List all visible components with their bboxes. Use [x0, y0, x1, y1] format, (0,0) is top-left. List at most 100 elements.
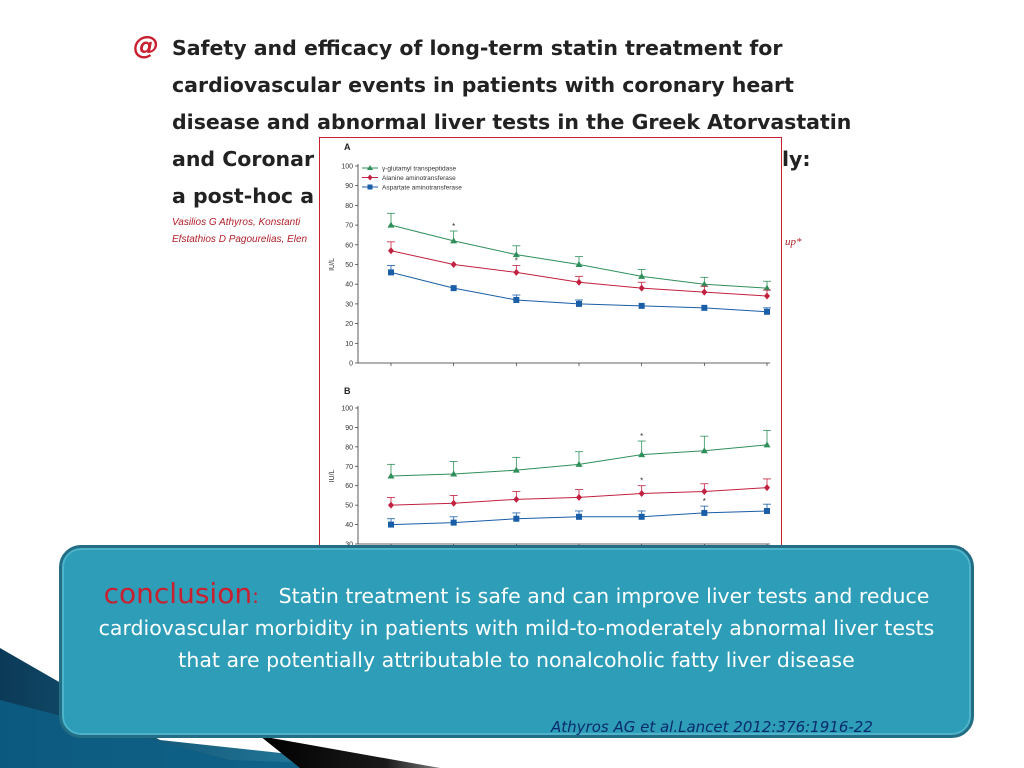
data-point — [764, 308, 770, 315]
data-point — [700, 280, 708, 287]
data-point — [764, 484, 770, 492]
data-point — [763, 284, 771, 291]
data-point — [450, 499, 457, 507]
y-tick-label: 50 — [345, 262, 353, 269]
y-axis-label: IU/L — [329, 469, 336, 482]
data-point — [638, 272, 646, 279]
y-tick-label: 20 — [345, 321, 353, 328]
title-line-1: Safety and efficacy of long-term statin … — [172, 36, 783, 60]
y-tick-label: 80 — [345, 203, 353, 210]
data-point — [576, 278, 582, 286]
stripe-black — [260, 736, 440, 768]
y-tick-label: 40 — [345, 522, 353, 529]
series-2: * — [387, 497, 771, 528]
significance-mark: * — [515, 256, 518, 265]
data-point — [700, 447, 708, 454]
y-tick-label: 60 — [345, 242, 353, 249]
series-0: * — [387, 429, 771, 479]
y-tick-label: 70 — [345, 464, 353, 471]
data-point — [638, 489, 645, 497]
data-point — [575, 261, 583, 267]
legend-marker — [367, 165, 373, 170]
y-tick-label: 80 — [345, 444, 353, 451]
title-line-4-head: and Coronar — [172, 147, 315, 171]
y-tick-label: 10 — [345, 341, 353, 348]
title-line-4-tail: ly: — [782, 147, 811, 171]
significance-mark: * — [640, 477, 643, 486]
data-point — [450, 261, 457, 268]
title-line-4: and Coronar ly: — [172, 141, 852, 178]
lancet-logo: @ — [133, 31, 159, 61]
stripe-mid — [0, 700, 440, 768]
data-point — [513, 296, 520, 303]
article-authors: Vasilios G Athyros, Konstanti Efstathios… — [172, 214, 812, 248]
title-line-5: a post-hoc a — [172, 184, 315, 208]
panel-label: B — [344, 386, 351, 396]
figure-svg: A 0 10 20 30 40 50 60 70 80 90 100 IU/L * * γ-glutamyl … — [329, 142, 771, 549]
significance-mark: * — [452, 222, 455, 231]
legend-label: Alanine aminotransferase — [382, 175, 456, 182]
data-point — [450, 470, 458, 477]
y-tick-label: 70 — [345, 223, 353, 230]
data-point — [701, 304, 708, 311]
data-point — [763, 441, 771, 448]
chart-legend: γ-glutamyl transpeptidase Alanine aminotr… — [362, 165, 462, 192]
y-tick-label: 50 — [345, 503, 353, 510]
y-tick-label: 90 — [345, 425, 353, 432]
data-point — [450, 519, 457, 526]
legend-marker — [367, 184, 373, 190]
y-axis-label: IU/L — [329, 258, 336, 271]
title-line-3: disease and abnormal liver tests in the … — [172, 110, 852, 134]
y-tick-label: 0 — [349, 361, 353, 368]
conclusion-text: Statin treatment is safe and can improve… — [98, 584, 935, 672]
data-point — [638, 284, 645, 292]
data-point — [638, 302, 645, 309]
data-point — [764, 292, 770, 300]
series-2 — [387, 265, 771, 315]
data-point — [388, 521, 394, 528]
data-point — [638, 513, 645, 520]
legend-label: Aspartate aminotransferase — [382, 185, 462, 192]
data-point — [512, 251, 520, 258]
authors-line-1: Vasilios G Athyros, Konstanti — [172, 217, 301, 228]
data-point — [387, 472, 395, 479]
data-point — [701, 488, 708, 496]
data-point — [513, 268, 520, 276]
data-point — [388, 501, 394, 509]
chart-panel-a: A 0 10 20 30 40 50 60 70 80 90 100 IU/L * * γ-glutamyl … — [329, 142, 771, 368]
legend-label: γ-glutamyl transpeptidase — [382, 166, 456, 173]
data-point — [576, 300, 582, 307]
data-point — [513, 515, 520, 522]
data-point — [701, 288, 708, 296]
data-point — [701, 509, 708, 516]
significance-mark: * — [703, 497, 706, 506]
data-point — [576, 493, 582, 501]
y-tick-label: 60 — [345, 483, 353, 490]
data-point — [450, 237, 458, 244]
y-tick-label: 40 — [345, 282, 353, 289]
data-point — [388, 247, 394, 255]
data-point — [512, 466, 520, 473]
y-tick-label: 30 — [345, 301, 353, 308]
legend-marker — [367, 174, 373, 181]
y-tick-label: 90 — [345, 183, 353, 190]
significance-mark: * — [640, 432, 643, 441]
conclusion-heading: conclusion — [103, 577, 253, 610]
y-tick-label: 100 — [341, 164, 353, 171]
figure-panel: A 0 10 20 30 40 50 60 70 80 90 100 IU/L * * γ-glutamyl … — [319, 137, 782, 557]
series-1: * — [387, 477, 771, 509]
conclusion-colon: : — [252, 584, 259, 608]
data-point — [764, 507, 770, 514]
title-line-2: cardiovascular events in patients with c… — [172, 73, 794, 97]
data-point — [638, 451, 646, 458]
data-point — [388, 269, 394, 276]
data-point — [513, 495, 520, 503]
conclusion-box: conclusion: Statin treatment is safe and… — [59, 545, 974, 738]
data-point — [575, 460, 583, 467]
authors-tail: up* — [785, 236, 802, 248]
series-0: * — [387, 212, 771, 291]
panel-label: A — [344, 142, 351, 152]
chart-panel-b: B30405060708090100IU/L*** — [329, 386, 771, 549]
series-1: * — [387, 241, 771, 300]
